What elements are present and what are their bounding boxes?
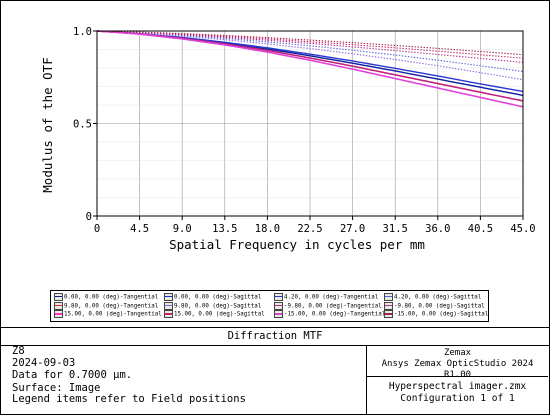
legend-swatch [54, 310, 63, 319]
vendor-name: Zemax [443, 348, 472, 358]
configuration: Configuration 1 of 1 [400, 392, 515, 404]
legend-swatch [54, 293, 63, 301]
x-tick-label: 4.5 [130, 223, 149, 235]
legend-item: 15.00, 0.00 (deg)-Tangential [54, 310, 162, 319]
legend-swatch [164, 301, 173, 310]
x-tick-label: 40.5 [468, 223, 493, 235]
legend-item: -15.00, 0.00 (deg)-Sagittal [384, 310, 489, 319]
series-layer [96, 30, 524, 108]
software-version: Ansys Zemax OpticStudio 2024 R1.00 [381, 359, 534, 380]
y-tick-label: 0 [86, 211, 92, 223]
x-axis-label: Spatial Frequency in cycles per mm [169, 237, 425, 252]
legend-item: -9.80, 0.00 (deg)-Sagittal [384, 301, 485, 310]
legend-label: 15.00, 0.00 (deg)-Tangential [64, 311, 162, 318]
series-line [96, 30, 524, 63]
info-line-wavelength: Data for 0.7000 µm. [12, 369, 133, 382]
legend-item: -15.00, 0.00 (deg)-Tangential [274, 310, 386, 319]
legend-swatch [164, 293, 173, 301]
y-axis-label: Modulus of the OTF [40, 57, 55, 192]
legend-item: 0.00, 0.00 (deg)-Sagittal [164, 293, 261, 301]
info-panel-file: Hyperspectral imager.zmx Configuration 1… [366, 377, 548, 414]
info-panel-vendor: Zemax Ansys Zemax OpticStudio 2024 R1.00 [366, 345, 548, 380]
legend-swatch [54, 301, 63, 310]
x-tick-label: 13.5 [212, 223, 237, 235]
x-tick-label: 18.0 [255, 223, 280, 235]
legend-swatch [274, 301, 283, 310]
legend-label: 15.00, 0.00 (deg)-Sagittal [174, 311, 265, 318]
x-tick-label: 31.5 [383, 223, 408, 235]
series-line [96, 30, 524, 81]
legend-item: 4.20, 0.00 (deg)-Tangential [274, 293, 378, 301]
legend-item: 9.80, 0.00 (deg)-Sagittal [164, 301, 262, 310]
legend-label: -15.00, 0.00 (deg)-Tangential [284, 311, 386, 318]
y-tick-label: 1.0 [73, 26, 92, 38]
series-line [96, 30, 524, 56]
legend-label: 0.00, 0.00 (deg)-Tangential [64, 294, 159, 301]
legend-item: 15.00, 0.00 (deg)-Sagittal [164, 310, 265, 319]
legend-swatch [274, 310, 283, 319]
x-tick-label: 36.0 [425, 223, 450, 235]
axis-layer: 0 4.5 9.0 13.5 18.0 22.5 27.0 31.5 36.0 40.5 45.0 0… [73, 26, 536, 235]
legend-label: 0.00, 0.00 (deg)-Sagittal [174, 294, 262, 301]
legend-label: -9.80, 0.00 (deg)-Sagittal [394, 303, 485, 310]
mtf-chart: 0 4.5 9.0 13.5 18.0 22.5 27.0 31.5 36.0 40.5 45.0 0… [40, 26, 536, 252]
legend-swatch [384, 293, 393, 301]
info-line-surface-id: Z8 [12, 345, 25, 357]
x-tick-label: 9.0 [173, 223, 192, 235]
info-panel-left: Z8 2024-09-03 Data for 0.7000 µm. Surfac… [12, 345, 132, 394]
grid-layer [96, 30, 524, 217]
legend-label: 9.80, 0.00 (deg)-Tangential [64, 303, 159, 310]
x-tick-label: 45.0 [510, 223, 535, 235]
chart-title: Diffraction MTF [0, 327, 550, 346]
x-tick-label: 0 [94, 223, 100, 235]
legend: 0.00, 0.00 (deg)-Tangential 0.00, 0.00 (d… [50, 290, 489, 322]
x-tick-label: 27.0 [340, 223, 365, 235]
legend-swatch [274, 293, 283, 301]
series-line [96, 30, 524, 59]
legend-swatch [384, 310, 393, 319]
legend-item: 4.20, 0.00 (deg)-Sagittal [384, 293, 481, 301]
legend-label: -15.00, 0.00 (deg)-Sagittal [394, 311, 489, 318]
series-line [96, 30, 524, 108]
legend-note: Legend items refer to Field positions [12, 393, 246, 405]
info-line-surface: Surface: Image [12, 381, 101, 394]
legend-label: -9.80, 0.00 (deg)-Tangential [284, 303, 382, 310]
x-tick-label: 22.5 [297, 223, 322, 235]
legend-label: 4.20, 0.00 (deg)-Sagittal [394, 294, 482, 301]
legend-item: 9.80, 0.00 (deg)-Tangential [54, 301, 159, 310]
series-line [96, 30, 524, 93]
legend-item: -9.80, 0.00 (deg)-Tangential [274, 301, 382, 310]
info-line-date: 2024-09-03 [12, 357, 76, 370]
legend-label: 4.20, 0.00 (deg)-Tangential [284, 294, 379, 301]
legend-label: 9.80, 0.00 (deg)-Sagittal [174, 303, 262, 310]
legend-item: 0.00, 0.00 (deg)-Tangential [54, 293, 158, 301]
series-line [96, 30, 524, 73]
y-tick-label: 0.5 [73, 119, 92, 131]
legend-swatch [164, 310, 173, 319]
legend-swatch [384, 301, 393, 310]
file-name: Hyperspectral imager.zmx [388, 381, 527, 392]
